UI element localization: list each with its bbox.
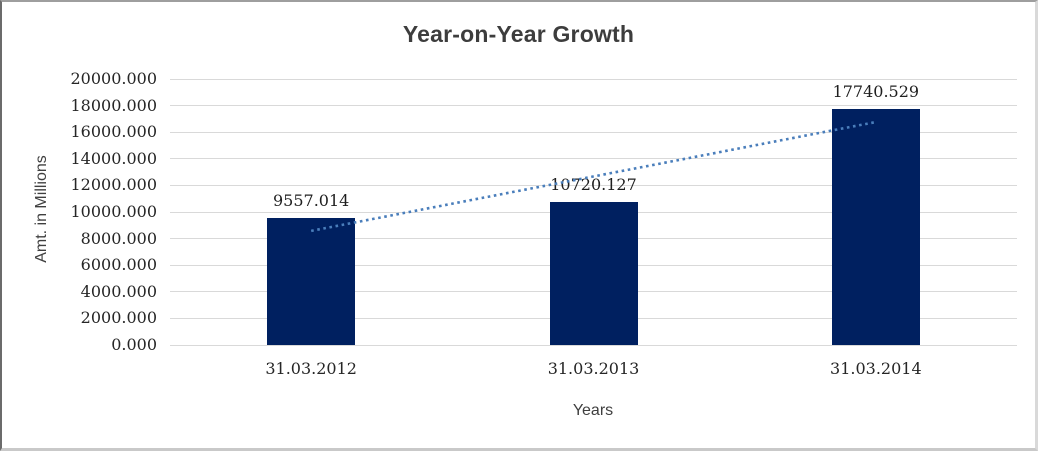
y-tick-label: 10000.000	[70, 202, 157, 221]
gridline	[170, 78, 1017, 80]
y-tick-label: 18000.000	[70, 95, 157, 115]
y-tick-label: 14000.000	[70, 148, 157, 168]
x-tick-label: 31.03.2013	[547, 359, 640, 378]
y-tick-label: 2000.000	[80, 308, 157, 328]
y-tick-label: 16000.000	[70, 122, 157, 142]
bar-data-label: 10720.127	[550, 175, 637, 195]
bar-data-label: 17740.529	[832, 82, 920, 102]
chart-title: Year-on-Year Growth	[402, 21, 635, 47]
y-tick-label: 8000.000	[80, 228, 157, 248]
bar-31.03.2013	[549, 202, 638, 345]
x-tick-label: 31.03.2012	[265, 359, 357, 378]
x-tick-label: 31.03.2014	[830, 359, 922, 378]
y-tick-label: 0.000	[111, 335, 157, 354]
y-tick-label: 4000.000	[80, 281, 157, 301]
gridline	[170, 105, 1017, 107]
y-tick-label: 12000.000	[70, 175, 157, 195]
y-tick-label: 6000.000	[80, 255, 157, 275]
x-axis-title: Years	[572, 402, 614, 419]
gridline	[170, 344, 1017, 346]
bar-31.03.2012	[267, 217, 356, 345]
bar-31.03.2014	[831, 109, 920, 345]
bar-data-label: 9557.014	[272, 190, 350, 210]
y-tick-label: 20000.000	[70, 69, 157, 88]
